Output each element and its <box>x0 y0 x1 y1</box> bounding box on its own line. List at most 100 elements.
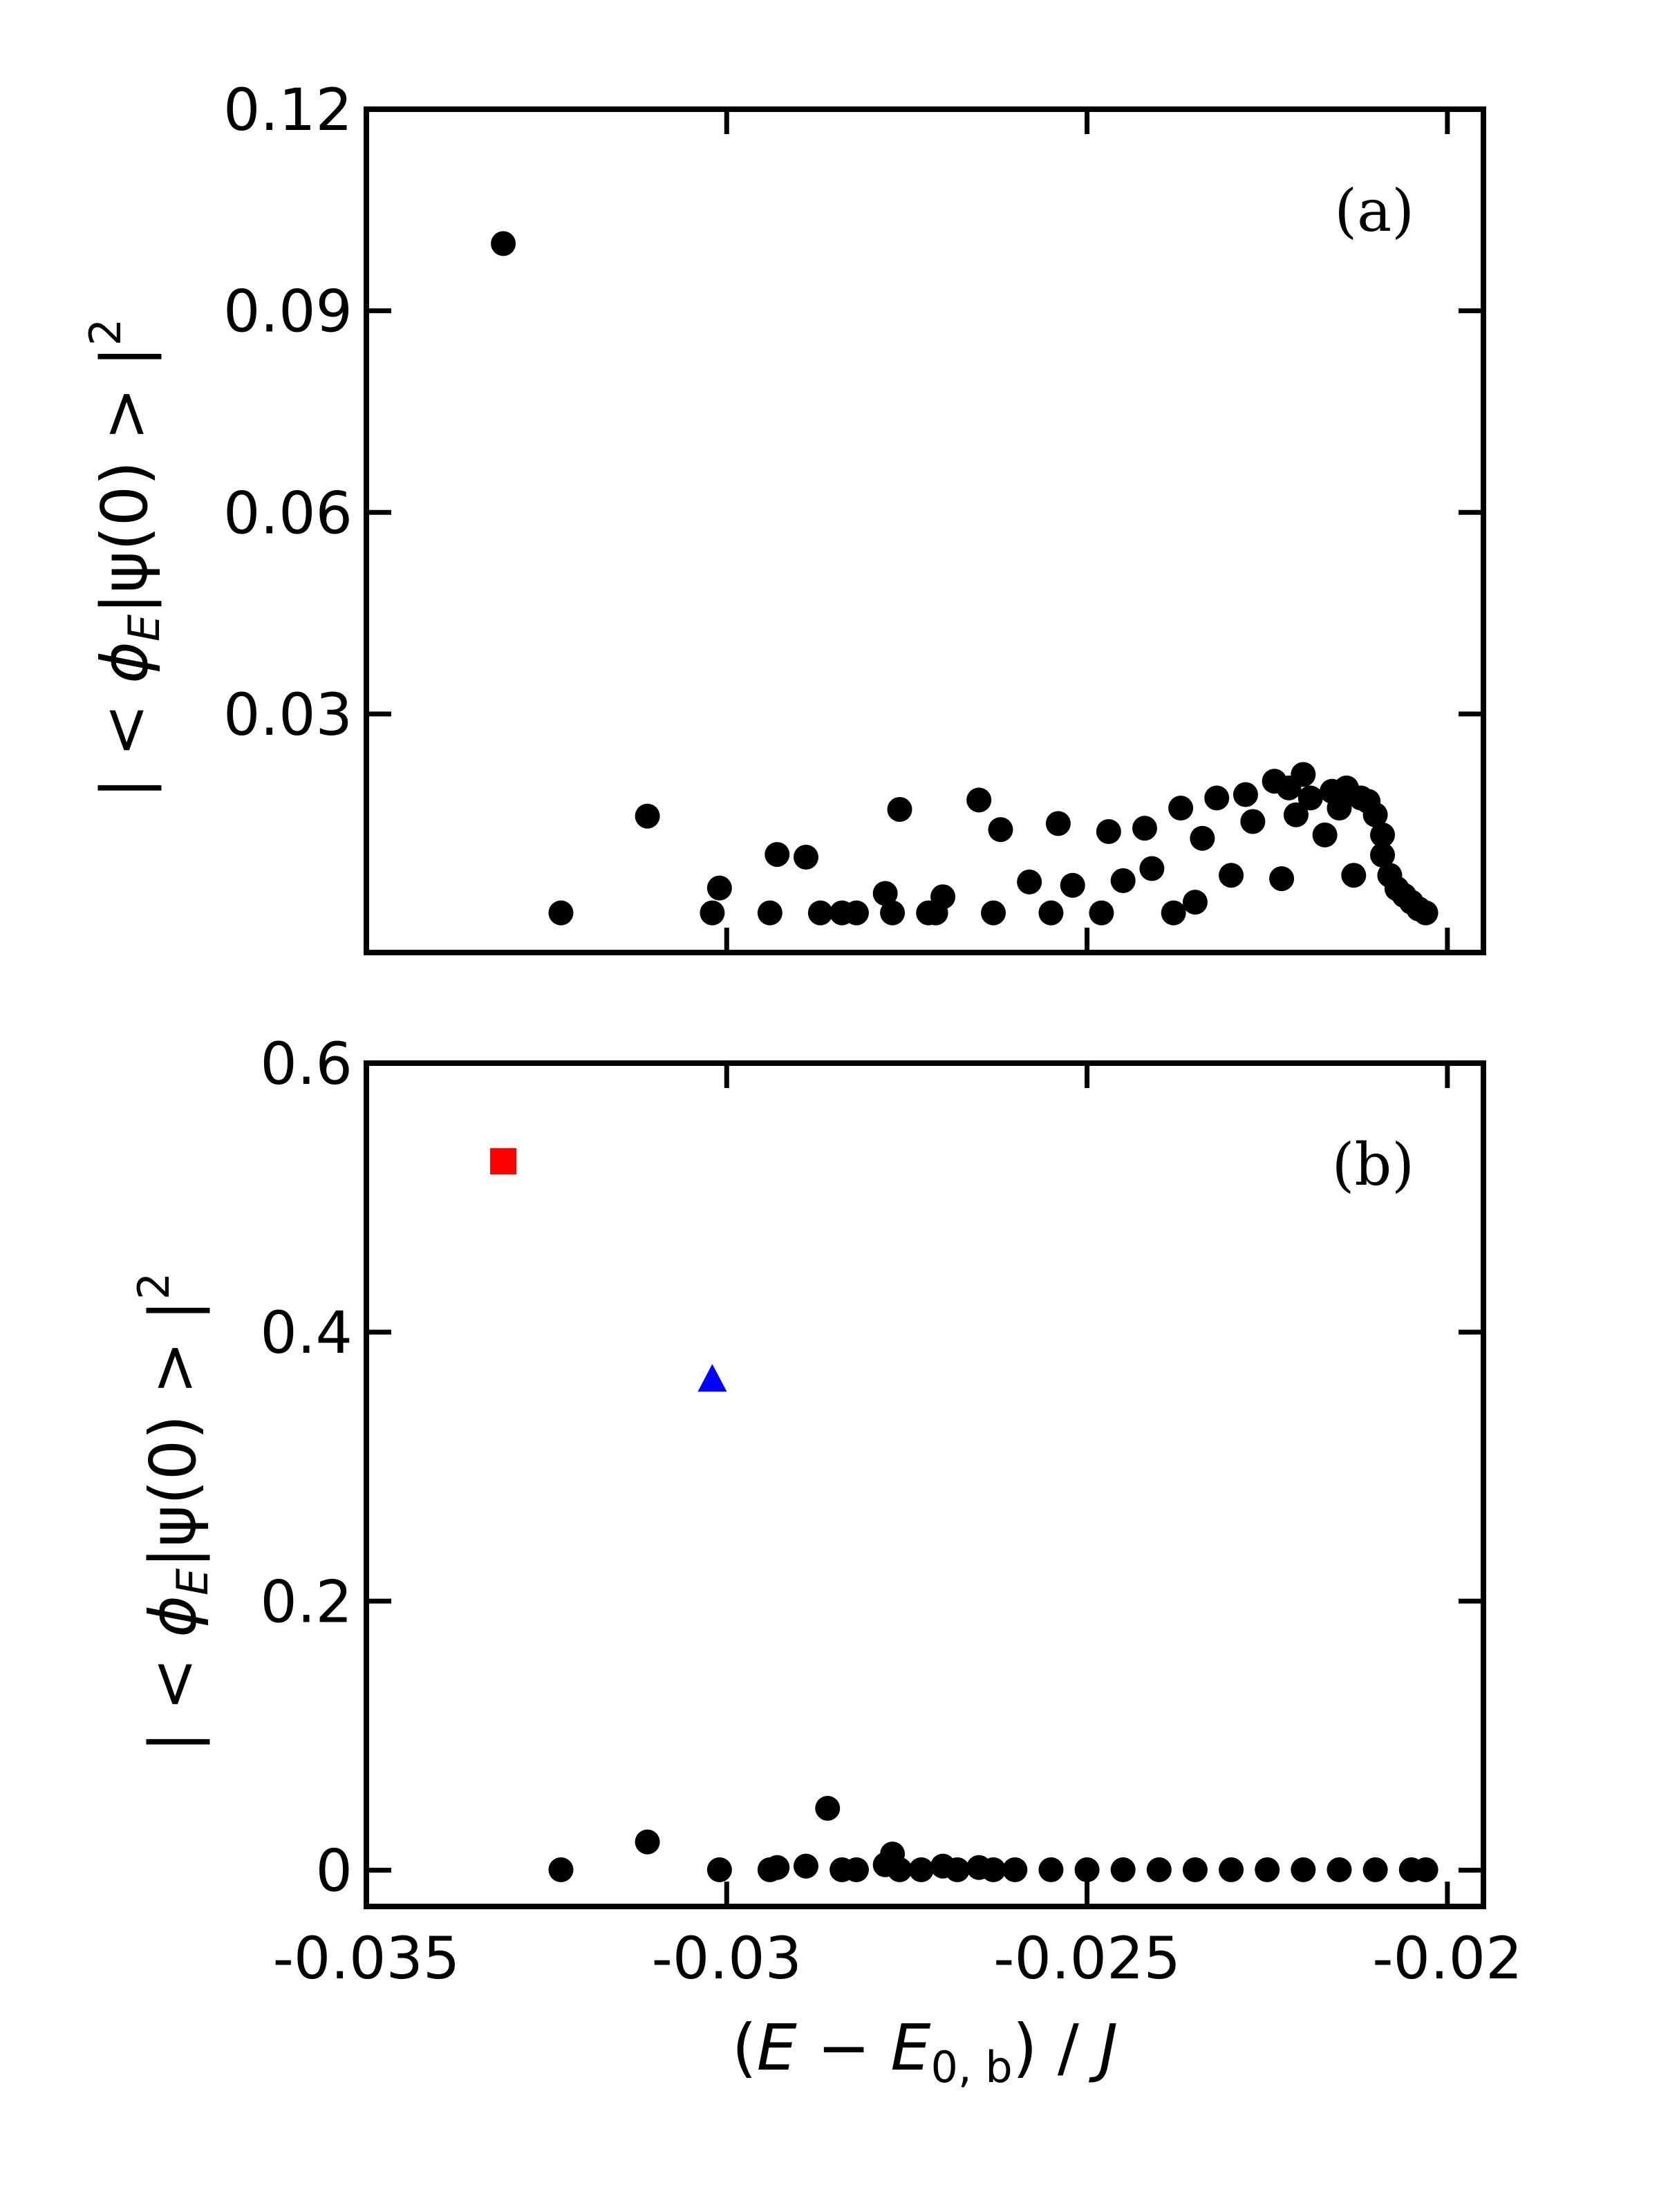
y-tick-label: 0.4 <box>260 1299 353 1367</box>
data-point <box>793 844 818 870</box>
xlabel-post: ) / <box>1013 2011 1099 2085</box>
data-point <box>887 1857 912 1882</box>
data-point <box>1182 1857 1208 1882</box>
data-point <box>1413 900 1438 926</box>
panel-b-x-tick-labels: -0.035 -0.03 -0.025 -0.02 <box>273 1924 1523 1992</box>
data-point <box>793 1853 818 1879</box>
data-point-square <box>490 1148 517 1175</box>
xlabel-e2: E <box>890 2011 930 2085</box>
data-point <box>1312 822 1338 847</box>
data-point <box>635 1829 660 1855</box>
y-tick-label: 0.12 <box>223 76 353 144</box>
data-point <box>1269 866 1295 892</box>
data-point <box>1362 1857 1388 1882</box>
data-point <box>765 1855 790 1880</box>
data-point <box>872 881 898 906</box>
panel-a-label: (a) <box>1334 177 1414 245</box>
panel-a-frame <box>364 106 1486 955</box>
data-point <box>1190 825 1215 851</box>
data-point <box>930 884 956 910</box>
data-point <box>966 787 992 813</box>
data-point <box>1096 819 1121 845</box>
xlabel-pre: ( <box>732 2011 757 2085</box>
data-point <box>1146 1857 1172 1882</box>
panel-b-y-axis-title: | < ϕE|ψ(0) > |2 <box>129 1273 218 1753</box>
data-point <box>1045 811 1071 836</box>
ylabel-pre: | < <box>88 684 162 799</box>
x-tick-label: -0.02 <box>1372 1924 1522 1992</box>
data-point <box>880 900 906 926</box>
y-tick-label: 0.6 <box>260 1030 353 1098</box>
ylabel-sup: 2 <box>80 319 131 346</box>
data-point <box>1060 872 1085 898</box>
x-tick-label: -0.03 <box>652 1924 802 1992</box>
data-point <box>548 1857 574 1882</box>
ylabel-mid: |ψ(0) > | <box>88 346 162 615</box>
ylabel-mid: |ψ(0) > | <box>136 1300 210 1568</box>
panel-b-frame <box>364 1060 1486 1909</box>
panel-b-label: (b) <box>1332 1131 1414 1199</box>
data-point <box>981 1857 1006 1882</box>
x-axis-title: (E − E0, b) / J <box>732 2011 1118 2092</box>
data-point <box>1017 869 1042 894</box>
y-tick-label: 0.09 <box>223 278 353 346</box>
data-point <box>807 900 833 926</box>
ylabel-sub: E <box>167 1568 218 1595</box>
data-point <box>1240 809 1266 834</box>
panel-a-points <box>491 231 1438 926</box>
data-point <box>1204 785 1230 811</box>
data-point <box>1327 795 1352 821</box>
ylabel-sup: 2 <box>129 1273 179 1300</box>
data-point <box>1089 900 1114 926</box>
data-point <box>706 1857 732 1882</box>
data-point <box>1297 785 1323 811</box>
data-point <box>988 817 1013 843</box>
data-point <box>843 900 869 926</box>
data-point <box>491 231 516 256</box>
data-point <box>757 900 782 926</box>
data-point <box>1110 1857 1136 1882</box>
data-point <box>887 796 912 822</box>
data-point <box>1132 816 1157 841</box>
data-point <box>1038 900 1064 926</box>
ylabel-phi: ϕ <box>88 641 162 684</box>
data-point <box>1327 1857 1352 1882</box>
x-tick-label: -0.025 <box>993 1924 1181 1992</box>
data-point <box>706 875 732 901</box>
data-point <box>1161 900 1186 926</box>
data-point <box>1038 1857 1064 1882</box>
panel-b-points <box>490 1148 1438 1882</box>
data-point <box>1232 782 1258 807</box>
data-point <box>1139 856 1165 881</box>
data-point <box>1370 822 1396 847</box>
data-point <box>1255 1857 1280 1882</box>
panel-b: 0 0.2 0.4 0.6 -0.035 -0.03 -0.025 -0.02 (b) | … <box>129 1030 1523 2092</box>
data-point-triangle <box>697 1364 727 1392</box>
data-point <box>1341 863 1367 888</box>
data-point <box>1002 1857 1028 1882</box>
xlabel-e1: E <box>757 2011 797 2085</box>
data-point <box>1291 1857 1316 1882</box>
data-point <box>1370 843 1396 868</box>
data-point <box>843 1857 869 1882</box>
panel-a: 0.03 0.06 0.09 0.12 (a) | < ϕE|ψ(0) > |2 <box>80 76 1486 955</box>
data-point <box>635 803 660 829</box>
data-point <box>981 900 1006 926</box>
data-point <box>1168 795 1194 821</box>
data-point <box>1362 802 1388 827</box>
data-point <box>1219 863 1244 888</box>
panel-b-y-tick-labels: 0 0.2 0.4 0.6 <box>260 1030 353 1904</box>
y-tick-label: 0 <box>316 1837 353 1904</box>
y-tick-label: 0.2 <box>260 1568 353 1635</box>
panel-a-y-axis-title: | < ϕE|ψ(0) > |2 <box>80 319 169 799</box>
data-point <box>548 900 574 926</box>
ylabel-sub: E <box>119 614 169 641</box>
panel-a-y-tick-labels: 0.03 0.06 0.09 0.12 <box>223 76 353 749</box>
xlabel-op: − <box>797 2011 891 2085</box>
data-point <box>815 1795 841 1821</box>
x-tick-label: -0.035 <box>273 1924 460 1992</box>
data-point <box>1074 1857 1100 1882</box>
data-point <box>765 842 790 868</box>
